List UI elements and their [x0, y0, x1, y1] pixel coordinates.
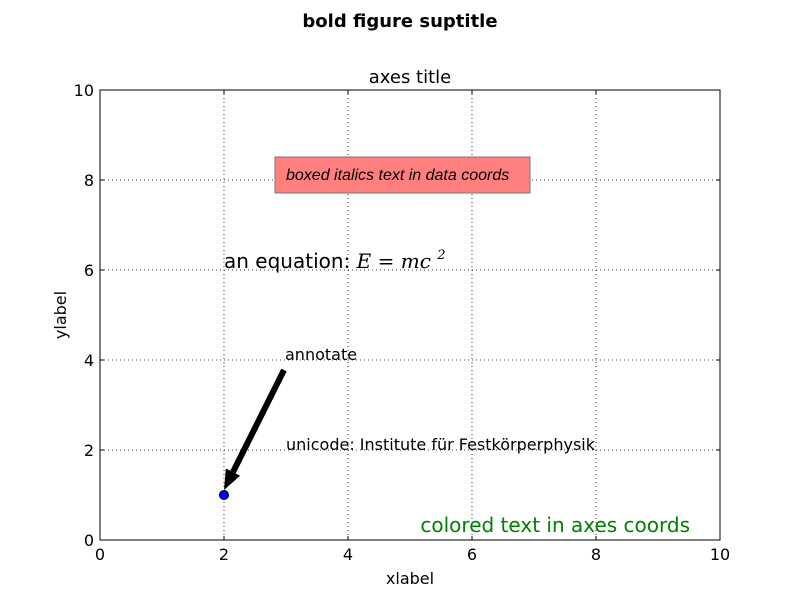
- y-tick-label: 8: [84, 171, 94, 190]
- boxed-text-annotation: boxed italics text in data coords: [274, 156, 531, 194]
- tick-marks: [99, 89, 721, 541]
- tick-labels: 0 2 4 6 8 10 0 2 4 6 8 10: [74, 81, 731, 564]
- boxed-text: boxed italics text in data coords: [286, 167, 509, 184]
- y-tick-label: 0: [84, 531, 94, 550]
- y-tick-label: 4: [84, 351, 94, 370]
- arrow-shaft: [230, 368, 287, 474]
- figure-suptitle: bold figure suptitle: [302, 11, 497, 32]
- x-axis-label: xlabel: [386, 569, 434, 588]
- arrow-head: [224, 468, 241, 490]
- data-point: [219, 490, 229, 500]
- axes-title: axes title: [369, 67, 452, 88]
- equation-annotation: an equation: E = mc 2: [224, 248, 446, 273]
- boxed-text-background: [274, 156, 531, 194]
- x-tick-label: 10: [710, 545, 730, 564]
- plot-frame: [99, 89, 721, 541]
- equation-exponent: 2: [436, 248, 445, 263]
- x-tick-label: 0: [95, 545, 105, 564]
- grid-lines: [100, 90, 720, 540]
- x-tick-label: 2: [219, 545, 229, 564]
- equation-prefix: an equation:: [224, 249, 357, 273]
- y-tick-label: 2: [84, 441, 94, 460]
- x-tick-label: 4: [343, 545, 353, 564]
- colored-text: colored text in axes coords: [420, 513, 690, 537]
- equation-rhs: mc: [401, 249, 431, 273]
- y-tick-label: 10: [74, 81, 94, 100]
- y-tick-label: 6: [84, 261, 94, 280]
- annotation-arrow: [224, 368, 287, 490]
- equation-equals: =: [378, 249, 395, 273]
- y-axis-label: ylabel: [51, 291, 70, 339]
- annotate-text: annotate: [285, 345, 357, 364]
- equation-lhs: E: [356, 249, 372, 273]
- unicode-text: unicode: Institute für Festkörperphysik: [286, 435, 596, 454]
- x-tick-label: 8: [591, 545, 601, 564]
- x-tick-label: 6: [467, 545, 477, 564]
